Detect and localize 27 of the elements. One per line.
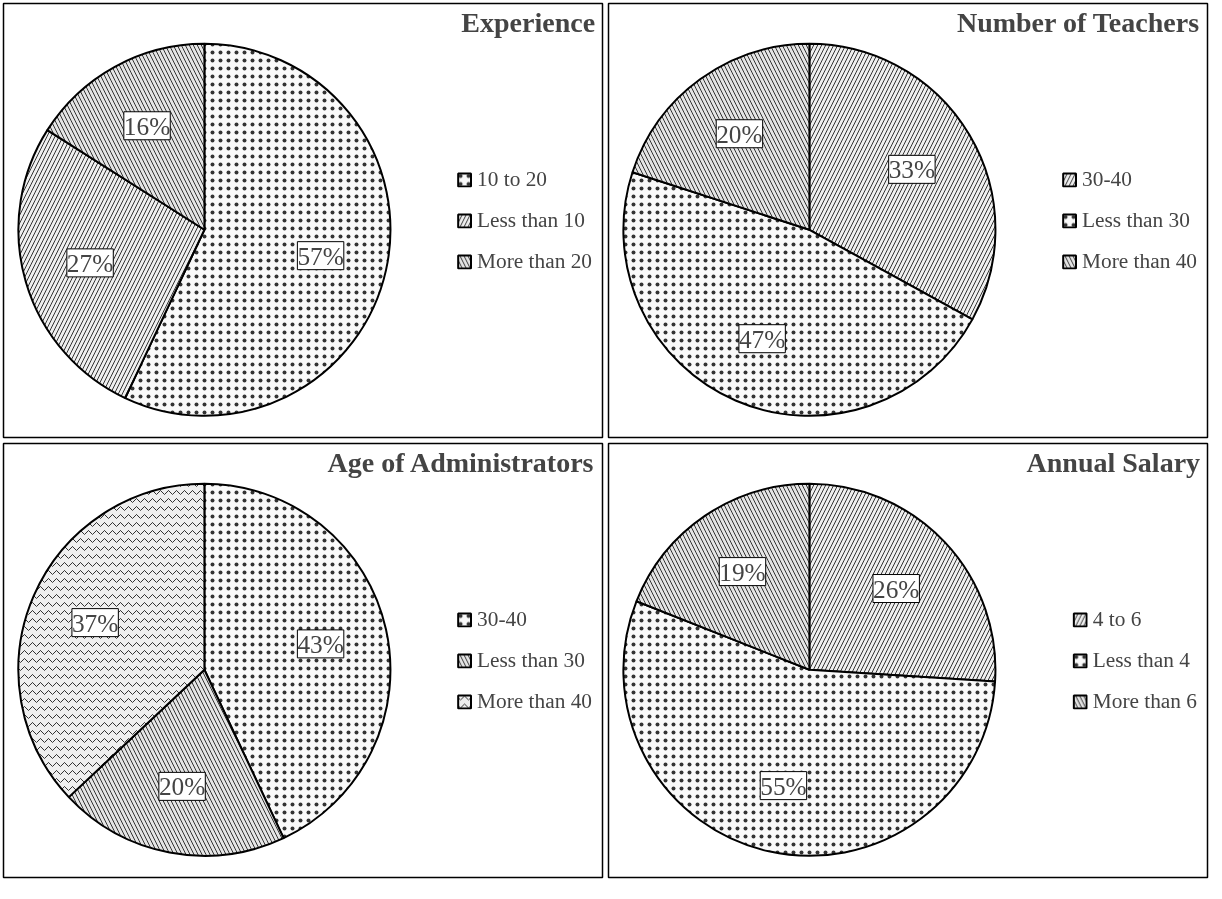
- chart-title: Annual Salary: [1026, 447, 1201, 479]
- data-label: 37%: [71, 608, 119, 637]
- data-label: 19%: [719, 557, 766, 586]
- legend-label: More than 6: [1092, 688, 1197, 714]
- chart-title: Age of Administrators: [327, 447, 594, 479]
- chart-title: Experience: [461, 7, 596, 39]
- legend-label: 4 to 6: [1092, 606, 1142, 632]
- legend-label: Less than 30: [1082, 207, 1190, 233]
- legend-label: More than 40: [1082, 248, 1197, 274]
- legend-label: 30-40: [477, 606, 527, 632]
- data-label: 55%: [760, 771, 807, 800]
- data-label: 57%: [297, 241, 344, 270]
- data-label: 26%: [872, 574, 920, 603]
- legend-label: 10 to 20: [477, 166, 547, 192]
- data-label: 43%: [297, 629, 344, 658]
- data-label: 20%: [716, 119, 763, 148]
- legend-label: Less than 30: [477, 647, 585, 673]
- legend-label: 30-40: [1082, 166, 1132, 192]
- legend-label: Less than 10: [477, 207, 585, 233]
- data-label: 16%: [123, 111, 171, 140]
- legend-label: More than 20: [477, 248, 592, 274]
- data-label: 27%: [66, 248, 114, 277]
- legend-label: Less than 4: [1092, 647, 1190, 673]
- data-label: 20%: [158, 772, 206, 801]
- data-label: 33%: [888, 155, 936, 184]
- legend-label: More than 40: [477, 688, 592, 714]
- chart-title: Number of Teachers: [956, 7, 1200, 39]
